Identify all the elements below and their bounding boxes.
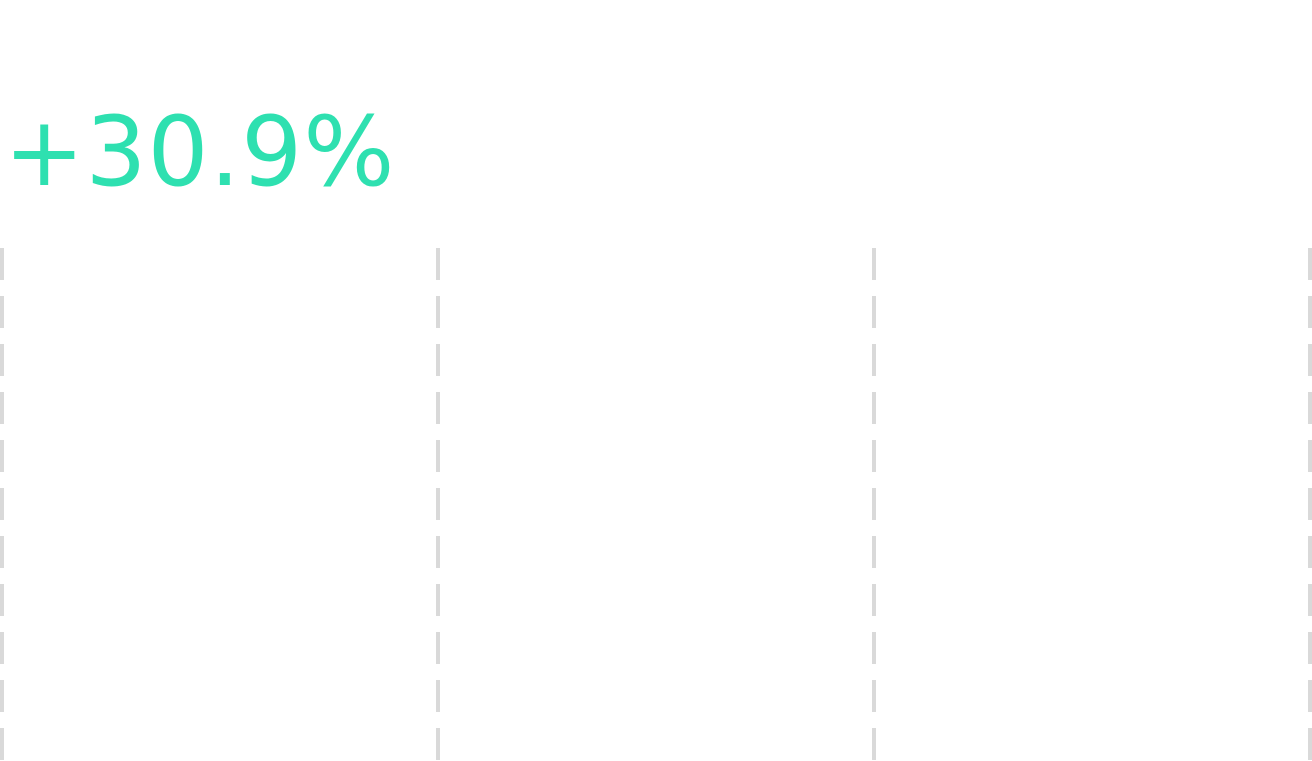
chart-grid	[0, 248, 1312, 761]
chart-area	[0, 248, 1312, 761]
percent-change-value: +30.9%	[4, 96, 396, 208]
